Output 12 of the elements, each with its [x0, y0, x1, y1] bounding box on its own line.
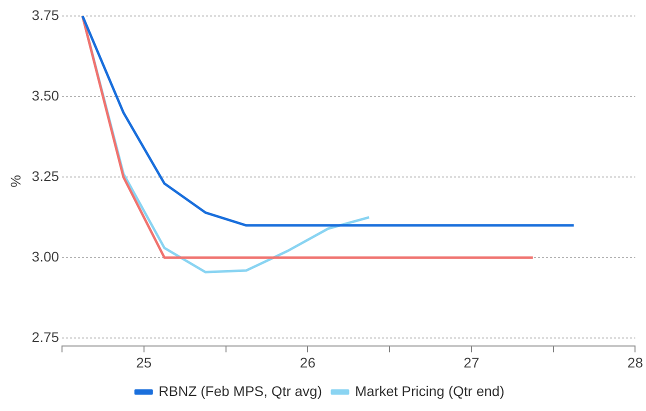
x-tick-label: 27 — [464, 354, 480, 370]
legend-label: Market Pricing (Qtr end) — [354, 382, 504, 399]
x-tick-label: 28 — [627, 354, 644, 370]
y-tick-label: 2.75 — [32, 329, 60, 346]
y-tick-label: 3.50 — [32, 87, 60, 104]
x-tick-label: 26 — [300, 354, 316, 370]
y-tick-label: 3.25 — [32, 168, 60, 184]
y-axis-title: % — [7, 174, 24, 188]
y-tick-label: 3.75 — [32, 6, 60, 23]
legend-label: RBNZ (Feb MPS, Qtr avg) — [158, 382, 322, 399]
y-tick-label: 3.00 — [32, 248, 60, 264]
x-tick-label: 25 — [136, 354, 152, 370]
